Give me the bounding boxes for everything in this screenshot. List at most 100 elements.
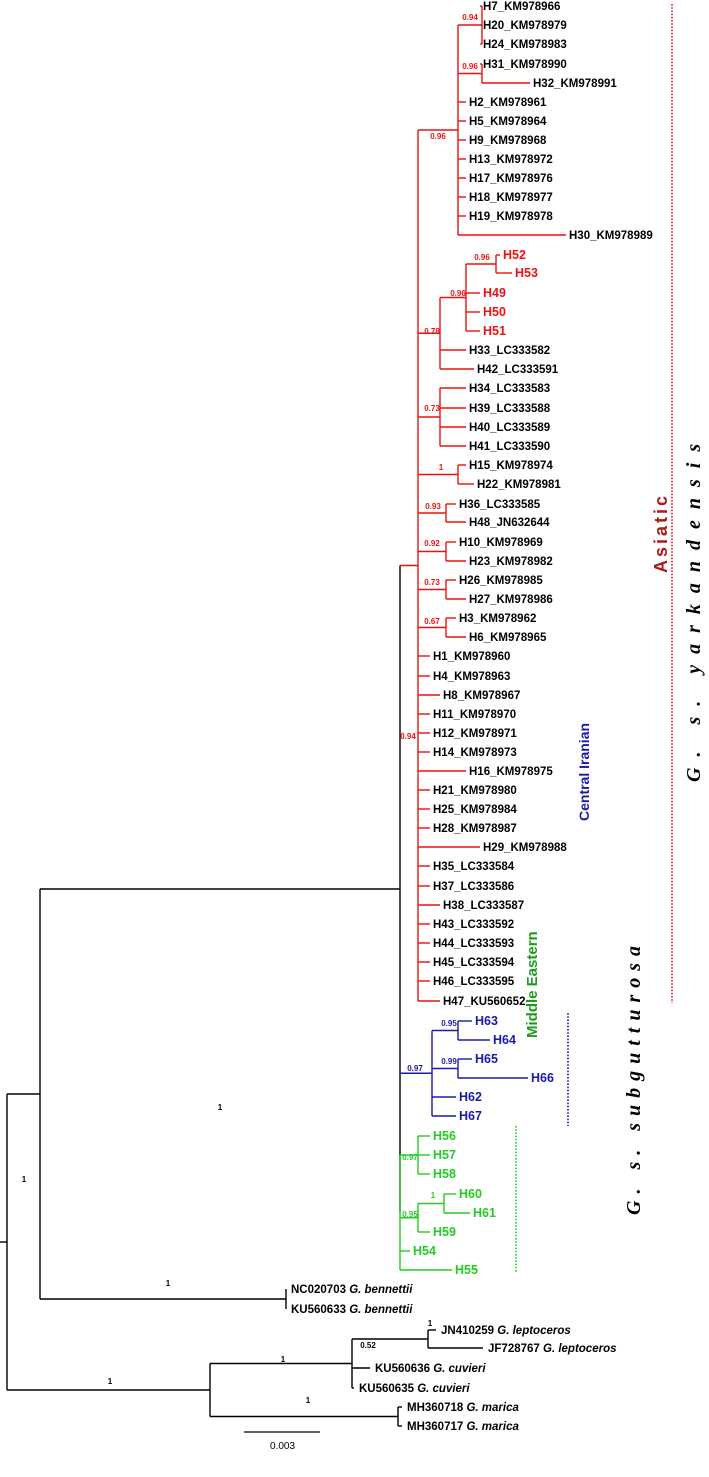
accession-text: NC020703: [291, 1284, 349, 1296]
support-subgutturosa: 1: [218, 1103, 223, 1112]
tip-label-h32-km978991: H32_KM978991: [533, 78, 617, 90]
tip-label-h50: H50: [483, 305, 506, 319]
tip-label-h38-lc333587: H38_LC333587: [443, 900, 524, 912]
support-outgroup-clade: 1: [108, 1377, 113, 1386]
tip-label-h42-lc333591: H42_LC333591: [477, 364, 559, 376]
tip-label-h31-km978990: H31_KM978990: [483, 59, 567, 71]
tip-label-h15-km978974: H15_KM978974: [469, 460, 553, 472]
support-leptoceros-cuvieri: 0.52: [360, 1341, 376, 1350]
tip-label-h6-km978965: H6_KM978965: [469, 632, 547, 644]
species-text: G. bennettii: [349, 1284, 413, 1296]
species-text: G. leptoceros: [543, 1343, 617, 1355]
tip-label-jn410259: JN410259 G. leptoceros: [441, 1325, 571, 1337]
support-h63-h64: 0.95: [441, 1019, 457, 1028]
tip-label-h64: H64: [493, 1033, 516, 1047]
support-bennettii: 1: [166, 1279, 171, 1288]
tip-label-h5-km978964: H5_KM978964: [469, 116, 547, 128]
tip-label-h51: H51: [483, 324, 506, 338]
support-values: 0.94 0.96 0.96 0.96 0.96 0.78 0.73 1 0.93 0.92 0.7…: [22, 13, 491, 1405]
yarkandensis-taxon-label: G. s. yarkandensis: [683, 433, 705, 782]
tip-label-h19-km978978: H19_KM978978: [469, 211, 553, 223]
tip-label-h29-km978988: H29_KM978988: [483, 842, 567, 854]
tip-label-h46-lc333595: H46_LC333595: [433, 976, 515, 988]
tip-label-h49: H49: [483, 286, 506, 300]
tip-label-h9-km978968: H9_KM978968: [469, 135, 547, 147]
tip-label-h67: H67: [459, 1109, 482, 1123]
accession-text: KU560635: [359, 1383, 417, 1395]
tip-label-h30-km978989: H30_KM978989: [569, 230, 653, 242]
tip-label-h47-ku560652: H47_KU560652: [443, 996, 525, 1008]
species-text: G. bennettii: [349, 1304, 413, 1316]
support-h15-h22: 1: [439, 463, 444, 472]
clade-bars: [515, 4, 673, 1272]
support-gazelle-main: 1: [22, 1175, 27, 1184]
tip-label-h23-km978982: H23_KM978982: [469, 556, 553, 568]
asiatic-clade-label: Asiatic: [651, 493, 671, 573]
tip-label-h18-km978977: H18_KM978977: [469, 192, 553, 204]
support-leptoceros: 1: [428, 1319, 433, 1328]
tip-label-ku560636: KU560636 G. cuvieri: [375, 1363, 486, 1375]
tip-label-h35-lc333584: H35_LC333584: [433, 861, 515, 873]
tip-label-h45-lc333594: H45_LC333594: [433, 957, 515, 969]
tip-label-h20-km978979: H20_KM978979: [483, 20, 567, 32]
tip-label-h37-lc333586: H37_LC333586: [433, 881, 514, 893]
support-central-iranian: 0.97: [407, 1064, 423, 1073]
species-text: G. cuvieri: [417, 1383, 470, 1395]
support-cuvieri-marica: 1: [281, 1355, 286, 1364]
support-h65-h66: 0.99: [441, 1057, 457, 1066]
tip-label-ku560635: KU560635 G. cuvieri: [359, 1383, 470, 1395]
tip-label-h54: H54: [413, 1244, 436, 1258]
support-middle-eastern-h56: 0.97: [402, 1153, 418, 1162]
species-text: G. marica: [466, 1421, 519, 1433]
species-text: G. cuvieri: [433, 1363, 486, 1375]
tip-label-h7-km978966: H7_KM978966: [483, 1, 560, 13]
tip-label-jf728767: JF728767 G. leptoceros: [488, 1343, 617, 1355]
tip-label-h21-km978980: H21_KM978980: [433, 785, 517, 797]
middle-eastern-clade-label: Middle Eastern: [524, 931, 541, 1038]
support-upper-asiatic: 0.96: [430, 132, 446, 141]
tip-label-h1-km978960: H1_KM978960: [433, 651, 510, 663]
support-h3-h6: 0.67: [424, 617, 440, 626]
tip-label-h16-km978975: H16_KM978975: [469, 766, 553, 778]
tip-label-h59: H59: [433, 1225, 456, 1239]
accession-text: KU560633: [291, 1304, 349, 1316]
support-h7-h20-h24: 0.94: [462, 13, 478, 22]
tip-label-h25-km978984: H25_KM978984: [433, 804, 517, 816]
tip-label-h17-km978976: H17_KM978976: [469, 173, 553, 185]
tip-label-h52: H52: [503, 248, 526, 262]
species-text: G. marica: [466, 1402, 519, 1414]
accession-text: JF728767: [488, 1343, 543, 1355]
accession-text: MH360717: [407, 1421, 466, 1433]
tip-label-h57: H57: [433, 1148, 456, 1162]
tip-label-h43-lc333592: H43_LC333592: [433, 919, 514, 931]
accession-text: KU560636: [375, 1363, 433, 1375]
subgutturosa-taxon-label: G. s. subgutturosa: [623, 939, 645, 1215]
tip-label-h14-km978973: H14_KM978973: [433, 747, 517, 759]
support-h36-h48: 0.93: [425, 502, 441, 511]
tip-label-h13-km978972: H13_KM978972: [469, 154, 553, 166]
support-middle-eastern-h60: 0.95: [402, 1210, 418, 1219]
species-text: G. leptoceros: [497, 1325, 571, 1337]
support-h31-h32: 0.96: [462, 62, 478, 71]
tip-label-h28-km978987: H28_KM978987: [433, 823, 517, 835]
tip-label-ku560633: KU560633 G. bennettii: [291, 1304, 413, 1316]
tip-label-h40-lc333589: H40_LC333589: [469, 422, 550, 434]
tip-label-h10-km978969: H10_KM978969: [459, 537, 543, 549]
accession-text: MH360718: [407, 1402, 466, 1414]
tip-label-h22-km978981: H22_KM978981: [477, 479, 561, 491]
tip-label-h55: H55: [455, 1263, 478, 1277]
scale-bar-label: 0.003: [270, 1441, 295, 1452]
tip-label-h48-jn632644: H48_JN632644: [469, 517, 550, 529]
tip-label-h60: H60: [459, 1187, 482, 1201]
tip-label-h41-lc333590: H41_LC333590: [469, 441, 550, 453]
tip-label-h27-km978986: H27_KM978986: [469, 594, 553, 606]
tip-label-h61: H61: [473, 1206, 496, 1220]
tip-label-h63: H63: [475, 1014, 498, 1028]
support-asiatic: 0.94: [400, 732, 416, 741]
tip-label-h65: H65: [475, 1052, 498, 1066]
tip-label-h39-lc333588: H39_LC333588: [469, 403, 551, 415]
tip-label-h33-lc333582: H33_LC333582: [469, 345, 550, 357]
accession-text: JN410259: [441, 1325, 497, 1337]
support-h26-h27: 0.73: [424, 578, 440, 587]
